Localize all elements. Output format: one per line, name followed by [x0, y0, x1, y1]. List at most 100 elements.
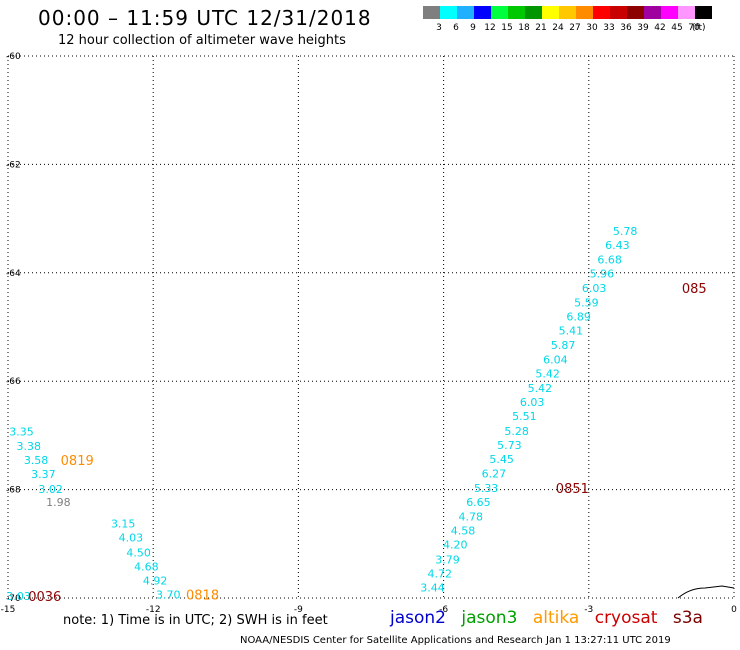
legend-swatch [559, 6, 576, 19]
legend-swatch [593, 6, 610, 19]
legend-label: 12 [484, 23, 495, 33]
legend-swatch [695, 6, 712, 19]
wave-height-value: 4.92 [143, 574, 168, 587]
y-tick-label: -68 [6, 486, 21, 496]
credit-line: NOAA/NESDIS Center for Satellite Applica… [240, 635, 671, 646]
wave-height-value: 4.50 [126, 546, 151, 559]
legend-label: 39 [637, 23, 649, 33]
wave-height-value: 1.98 [46, 496, 71, 509]
y-tick-label: -64 [6, 269, 21, 279]
legend-label: 33 [603, 23, 614, 33]
wave-height-value: 5.28 [504, 425, 529, 438]
wave-height-value: 6.43 [605, 239, 630, 252]
legend-swatch [542, 6, 559, 19]
satellite-altika: altika [532, 608, 580, 628]
wave-height-value: 3.02 [38, 483, 63, 496]
footer-note: note: 1) Time is in UTC; 2) SWH is in fe… [63, 613, 328, 628]
legend-label: 27 [569, 23, 580, 33]
wave-height-value: 4.20 [443, 539, 468, 552]
wave-height-value: 3.15 [111, 518, 136, 531]
legend-swatch [508, 6, 525, 19]
wave-height-value: 3.37 [31, 468, 56, 481]
legend-label: 3 [436, 23, 442, 33]
wave-height-value: 6.03 [582, 282, 607, 295]
wave-height-value: 3.70 [156, 589, 181, 602]
wave-height-value: 4.72 [427, 567, 452, 580]
legend-label: 36 [620, 23, 632, 33]
wave-height-value: 3.79 [435, 553, 460, 566]
wave-height-value: 5.45 [489, 453, 514, 466]
x-tick-label: -3 [584, 605, 593, 615]
legend-label: 24 [552, 23, 564, 33]
coastline [677, 585, 735, 599]
legend-swatch [627, 6, 644, 19]
color-legend: 3 6 9 12 15 18 21 24 27 30 33 36 39 42 45 70(ft) [423, 6, 712, 33]
legend-swatch [457, 6, 474, 19]
legend-label: 15 [501, 23, 512, 33]
legend-swatch [661, 6, 678, 19]
wave-height-value: 3.58 [24, 454, 49, 467]
x-tick-label: -12 [146, 605, 161, 615]
x-tick-label: 0 [731, 605, 737, 615]
legend-label: 45 [671, 23, 682, 33]
legend-swatch [474, 6, 491, 19]
y-tick-label: -60 [6, 52, 21, 62]
wave-height-value: 5.33 [474, 482, 499, 495]
x-tick-label: -6 [439, 605, 448, 615]
satellite-jason2: jason2 [390, 608, 446, 628]
page-subtitle: 12 hour collection of altimeter wave hei… [58, 33, 346, 48]
pass-time-label: 0036 [28, 590, 61, 605]
wave-height-value: 6.03 [520, 396, 545, 409]
wave-height-value: 6.65 [466, 496, 491, 509]
wave-height-value: 4.68 [134, 560, 159, 573]
wave-height-value: 5.78 [613, 225, 638, 238]
legend-label: 9 [470, 23, 476, 33]
pass-time-label: 085 [682, 282, 707, 297]
wave-height-value: 5.96 [590, 268, 615, 281]
legend-swatch [644, 6, 661, 19]
wave-height-value: 3.38 [17, 440, 42, 453]
legend-label: 18 [518, 23, 530, 33]
satellite-jason3: jason3 [461, 608, 518, 628]
legend-swatch [525, 6, 542, 19]
legend-swatch [678, 6, 695, 19]
legend-unit: (ft) [692, 23, 706, 33]
wave-height-value: 5.41 [559, 325, 584, 338]
wave-height-value: 5.51 [512, 410, 537, 423]
wave-height-value: 6.89 [566, 310, 591, 323]
pass-time-label: 0818 [186, 589, 219, 604]
wave-height-value: 6.04 [543, 353, 568, 366]
satellite-legend: jason2 jason3 altika cryosat s3a [390, 608, 713, 628]
wave-height-value: 5.42 [528, 382, 553, 395]
wave-height-value: 3.35 [9, 425, 34, 438]
legend-label: 30 [586, 23, 598, 33]
wave-height-value: 4.58 [451, 525, 476, 538]
legend-swatch [610, 6, 627, 19]
y-tick-label: -66 [6, 377, 21, 387]
pass-time-label: 0819 [61, 454, 94, 469]
page-title: 00:00 – 11:59 UTC 12/31/2018 [38, 6, 372, 30]
wave-height-value: 6.68 [597, 254, 622, 267]
wave-height-value: 5.42 [535, 367, 560, 380]
satellite-s3a: s3a [672, 608, 703, 628]
wave-height-value: 4.78 [458, 510, 483, 523]
legend-swatch [576, 6, 593, 19]
wave-height-value: 5.87 [551, 339, 576, 352]
pass-time-label: 0851 [556, 482, 589, 497]
legend-label: 6 [453, 23, 459, 33]
legend-swatch [491, 6, 508, 19]
y-tick-label: -70 [6, 594, 21, 604]
legend-swatch [423, 6, 440, 19]
legend-label: 42 [654, 23, 665, 33]
legend-label: 70 [688, 23, 700, 33]
legend-swatch [440, 6, 457, 19]
wave-height-value: 6.27 [482, 468, 507, 481]
wave-height-value: 5.59 [574, 296, 599, 309]
x-tick-label: -15 [1, 605, 16, 615]
wave-height-value: 3.44 [420, 581, 445, 594]
wave-height-value: 3.03 [6, 590, 31, 603]
y-tick-label: -62 [6, 160, 21, 170]
x-tick-label: -9 [294, 605, 303, 615]
wave-height-value: 4.03 [119, 532, 144, 545]
